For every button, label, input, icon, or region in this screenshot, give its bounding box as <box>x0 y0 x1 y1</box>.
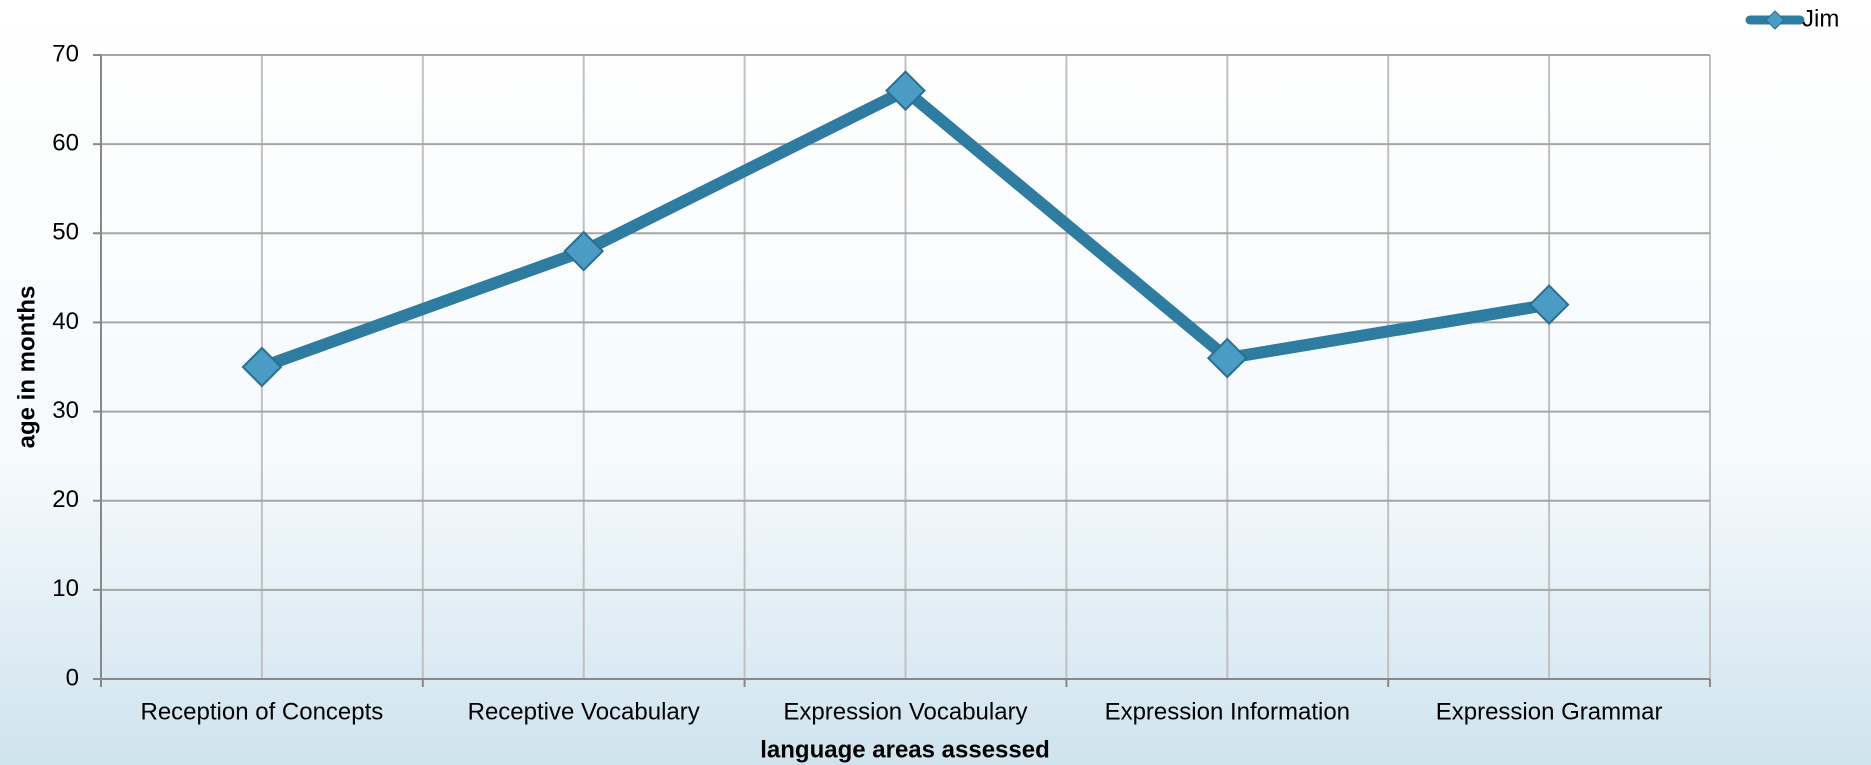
y-tick-label: 30 <box>52 397 79 424</box>
x-axis-title: language areas assessed <box>760 736 1050 763</box>
y-tick-label: 60 <box>52 129 79 156</box>
y-tick-label: 50 <box>52 219 79 246</box>
marker <box>1206 337 1248 379</box>
x-tick-label: Expression Grammar <box>1436 698 1663 725</box>
y-tick-label: 70 <box>52 40 79 67</box>
marker <box>1528 284 1570 326</box>
legend-marker <box>1765 10 1785 30</box>
y-axis-title: age in months <box>13 286 40 449</box>
y-tick-label: 0 <box>66 664 79 691</box>
x-tick-label: Expression Vocabulary <box>783 698 1027 725</box>
x-tick-label: Receptive Vocabulary <box>468 698 700 725</box>
y-tick-label: 20 <box>52 486 79 513</box>
y-tick-label: 10 <box>52 575 79 602</box>
marker <box>563 230 605 272</box>
x-tick-label: Expression Information <box>1105 698 1350 725</box>
marker <box>885 70 926 112</box>
marker <box>241 346 283 388</box>
y-tick-label: 40 <box>52 308 79 335</box>
x-tick-label: Reception of Concepts <box>140 698 383 725</box>
legend-label: Jim <box>1802 5 1839 32</box>
